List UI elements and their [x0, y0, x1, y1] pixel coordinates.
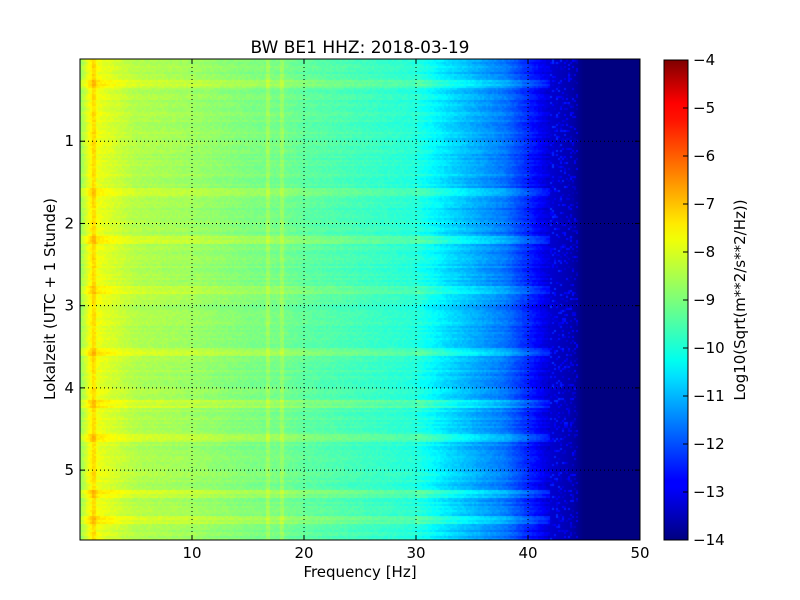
colorbar-ticks: −4 −5 −6 −7 −8 −9 −10 −11 −12 −13 −14 [683, 51, 725, 549]
plot-frame [79, 58, 641, 541]
plot-area: 10 20 30 40 50 1 2 3 4 5 [64, 58, 650, 562]
y-tick-label: 3 [64, 297, 74, 315]
y-tick-label: 1 [64, 132, 74, 150]
x-tick-label: 30 [406, 544, 425, 562]
x-tick-label: 50 [630, 544, 649, 562]
grid-lines [80, 59, 640, 540]
x-tick-label: 40 [518, 544, 537, 562]
colorbar-tick-label: −11 [693, 387, 725, 405]
x-axis-ticks: 10 20 30 40 50 [182, 59, 650, 562]
colorbar-label: Log10(Sqrt(m**2/s**2/Hz)) [731, 199, 749, 400]
colorbar: −4 −5 −6 −7 −8 −9 −10 −11 −12 −13 −14 [663, 51, 725, 549]
colorbar-tick-label: −12 [693, 435, 725, 453]
x-axis-label: Frequency [Hz] [303, 563, 416, 581]
spectrogram-image [80, 59, 640, 540]
y-tick-label: 2 [64, 214, 74, 232]
x-tick-label: 20 [294, 544, 313, 562]
colorbar-tick-label: −8 [693, 243, 715, 261]
colorbar-tick-label: −6 [693, 147, 715, 165]
colorbar-tick-label: −9 [693, 291, 715, 309]
chart-title: BW BE1 HHZ: 2018-03-19 [250, 38, 469, 58]
y-tick-label: 4 [64, 379, 74, 397]
colorbar-tick-label: −13 [693, 483, 725, 501]
colorbar-tick-label: −7 [693, 195, 715, 213]
y-tick-label: 5 [64, 461, 74, 479]
y-axis-label: Lokalzeit (UTC + 1 Stunde) [41, 198, 59, 400]
colorbar-tick-label: −5 [693, 99, 715, 117]
colorbar-tick-label: −14 [693, 531, 725, 549]
y-axis-ticks: 1 2 3 4 5 [64, 132, 640, 479]
colorbar-tick-label: −10 [693, 339, 725, 357]
colorbar-tick-label: −4 [693, 51, 715, 69]
x-tick-label: 10 [182, 544, 201, 562]
